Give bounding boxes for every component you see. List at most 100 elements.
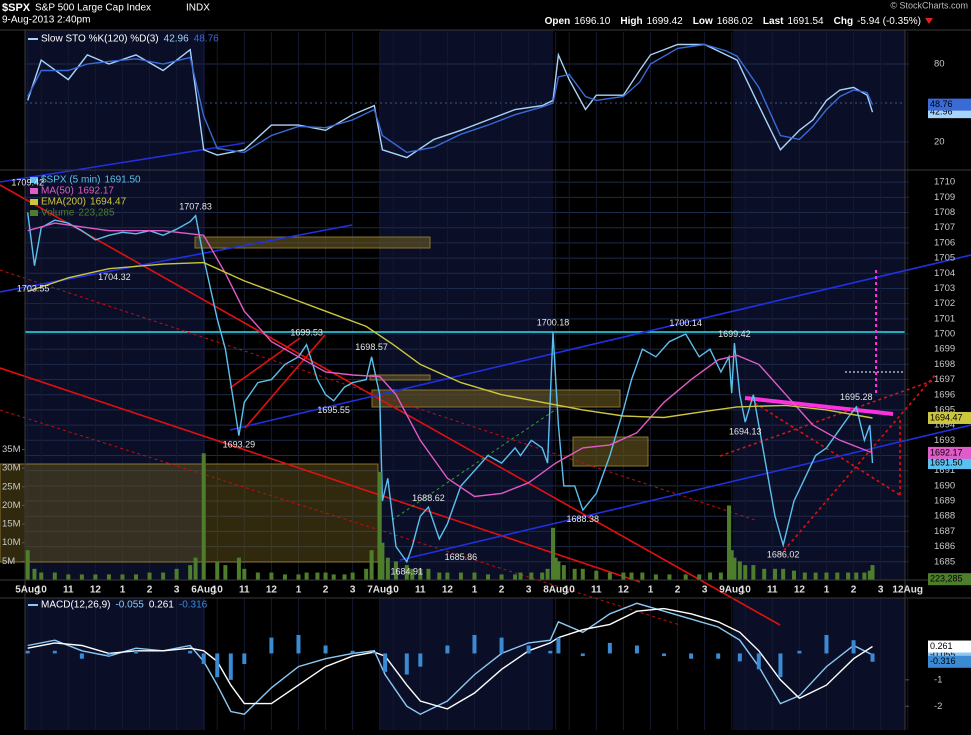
value-box-label: 0.261 (930, 641, 953, 651)
value-box-label: -0.055 (930, 649, 956, 659)
bar (797, 650, 802, 654)
value-box-label: 42.96 (930, 107, 953, 117)
zone-box (369, 374, 431, 381)
y-tick-label: 1706 (934, 237, 955, 248)
high-label: 1698.57 (355, 342, 388, 352)
y-tick-label: 1687 (934, 526, 955, 537)
trend-line (0, 184, 781, 626)
x-tick-label: 12 (618, 585, 630, 596)
bar (79, 574, 84, 580)
y-tick-label: -1 (934, 674, 942, 685)
y2-tick-label: 10M (2, 537, 21, 548)
bar (499, 637, 504, 654)
y-tick-label: 1695 (934, 404, 955, 415)
line (27, 607, 873, 710)
high-label: 1707.83 (179, 201, 212, 211)
drawings (0, 142, 971, 626)
quote-value: 1699.42 (647, 16, 684, 27)
legend-value: 48.76 (194, 34, 219, 45)
bar (580, 653, 585, 657)
bar (729, 550, 734, 580)
legend-value: 1691.50 (104, 175, 141, 186)
bar (778, 653, 783, 678)
bar (193, 557, 198, 580)
legend-swatch (30, 199, 38, 205)
bar (813, 572, 818, 580)
high-label: 1688.62 (412, 493, 445, 503)
bar (718, 572, 723, 580)
x-tick-label: 10 (212, 585, 224, 596)
bar (188, 650, 193, 654)
bar (751, 565, 756, 580)
bar (518, 572, 523, 580)
legend-title: Slow STO %K(120) %D(3) (41, 34, 159, 45)
value-box-label: -0.316 (930, 656, 956, 666)
bar (683, 574, 688, 580)
x-tick-label: 3 (526, 585, 532, 596)
line (27, 261, 873, 419)
y-tick-label: 1707 (934, 222, 955, 233)
bar (835, 572, 840, 580)
legend-value: 42.96 (164, 34, 189, 45)
zone-box (371, 389, 621, 408)
bar (385, 557, 390, 580)
x-tick-label: 2 (851, 585, 857, 596)
bar (556, 561, 561, 580)
x-tick-label: 2 (147, 585, 153, 596)
line (27, 43, 874, 154)
legend-swatch (30, 188, 38, 194)
bar (716, 653, 721, 659)
legend-swatch (30, 177, 38, 183)
value-box-label: 223,285 (930, 574, 963, 584)
high-label: 1695.28 (840, 392, 873, 402)
legend-value: 223,285 (78, 208, 115, 219)
bar (369, 550, 374, 580)
trend-line (229, 337, 301, 389)
y-tick-label: 1709 (934, 192, 955, 203)
x-tick-label: 10 (564, 585, 576, 596)
bar (540, 572, 545, 580)
bar (854, 572, 859, 580)
bar (824, 634, 829, 654)
x-tick-label: 1 (824, 585, 830, 596)
quote-value: 1696.10 (574, 16, 611, 27)
y-tick-label: 1702 (934, 298, 955, 309)
bar (445, 645, 450, 654)
quote-name: Low (693, 16, 713, 27)
value-box (928, 457, 971, 470)
bar (561, 565, 566, 580)
quote-value: 1691.54 (787, 16, 824, 27)
bar (418, 653, 423, 667)
value-box (928, 411, 971, 424)
bar (201, 453, 206, 580)
y-tick-label: 1696 (934, 389, 955, 400)
low-label: 1684.91 (391, 567, 424, 577)
bar (134, 650, 139, 654)
value-box (928, 98, 971, 111)
quote-name: Open (545, 16, 571, 27)
bar (255, 572, 260, 580)
bar (147, 572, 152, 580)
y-tick-label: -2 (934, 701, 942, 712)
bar (242, 568, 247, 580)
x-tick-label: 1 (472, 585, 478, 596)
bar (621, 572, 626, 580)
y-tick-label: 1708 (934, 207, 955, 218)
bar (342, 574, 347, 580)
day-band (733, 598, 905, 730)
bar (134, 574, 139, 580)
y2-tick-label: 5M (2, 556, 15, 567)
bar (791, 570, 796, 580)
quote-name: Chg (834, 16, 853, 27)
value-box-label: 1691.50 (930, 457, 963, 467)
x-tick-label: 1 (296, 585, 302, 596)
y-tick-label: 1688 (934, 511, 955, 522)
bar (52, 650, 57, 654)
bar (323, 645, 328, 654)
bar (629, 572, 634, 580)
bar (242, 653, 247, 664)
bar (486, 574, 491, 580)
bar (350, 572, 355, 580)
